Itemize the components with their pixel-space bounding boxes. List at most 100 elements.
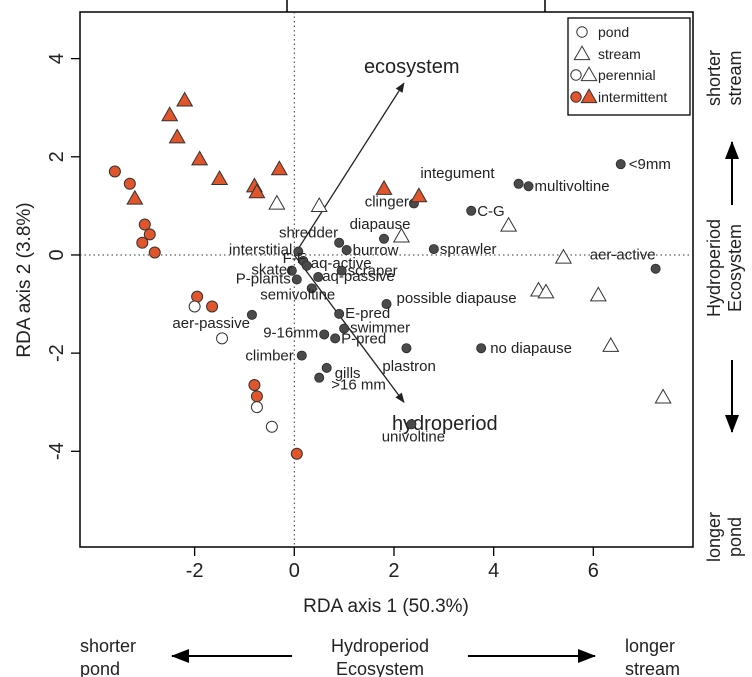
bottom-left-line1: shorter	[80, 636, 136, 656]
trait-label: E-pred	[345, 305, 390, 322]
site-intermittent-stream	[375, 179, 393, 195]
vector-label: ecosystem	[364, 56, 460, 78]
trait-label: burrow	[353, 242, 399, 259]
site-intermittent-pond	[123, 177, 136, 190]
trait-label: multivoltine	[535, 178, 610, 195]
right-middle-line1: Hydroperiod	[704, 219, 724, 317]
legend-label: pond	[598, 24, 629, 40]
trait-point	[381, 299, 392, 310]
site-intermittent-pond	[206, 300, 219, 313]
site-intermittent-stream	[168, 128, 186, 144]
environment-vectors: ecosystem hydroperiod	[293, 56, 498, 435]
trait-point	[466, 205, 477, 216]
trait-label: P-plants	[236, 271, 291, 288]
trait-point	[296, 350, 307, 361]
trait-point	[406, 419, 417, 430]
trait-point	[341, 245, 352, 256]
trait-label: integument	[420, 165, 495, 182]
trait-point	[379, 233, 390, 244]
trait-label: diapause	[350, 216, 411, 233]
trait-label: univoltine	[382, 428, 445, 445]
site-perennial-pond	[265, 420, 278, 433]
right-top-line1: shorter	[704, 50, 724, 106]
legend-triangle-icon	[573, 45, 591, 61]
legend-triangle-icon	[580, 88, 598, 104]
trait-point	[301, 260, 312, 271]
trait-label: no diapause	[490, 340, 572, 357]
bottom-middle-line2: Ecosystem	[336, 659, 424, 677]
x-tick-label: 4	[488, 560, 499, 582]
trait-label: 9-16mm	[263, 324, 318, 341]
trait-label: <9mm	[629, 156, 671, 173]
bottom-right-line2: stream	[625, 659, 680, 677]
trait-label: aq-passive	[322, 268, 395, 285]
trait-point	[313, 272, 324, 283]
legend-circle-icon	[570, 91, 582, 103]
trait-point	[306, 283, 317, 294]
site-perennial-stream	[537, 283, 555, 299]
trait-point	[321, 362, 332, 373]
trait-point	[246, 309, 257, 320]
y-tick-label: 4	[46, 53, 68, 64]
legend-label: intermittent	[598, 89, 667, 105]
right-top-line2: stream	[725, 50, 745, 105]
plot-frame	[79, 11, 694, 548]
site-perennial-stream	[554, 248, 572, 264]
trait-point	[339, 323, 350, 334]
legend-triangle-icon	[580, 66, 598, 82]
x-tick-label: 2	[388, 560, 399, 582]
trait-label: >16 mm	[331, 377, 386, 394]
site-intermittent-pond	[138, 218, 151, 231]
x-tick-label: -2	[186, 560, 204, 582]
trait-label: plastron	[382, 358, 435, 375]
trait-label: interstitial	[229, 242, 292, 259]
trait-label: semivoltine	[260, 286, 335, 303]
trait-point	[650, 263, 661, 274]
trait-label: scraper	[348, 263, 398, 280]
legend-label: stream	[598, 46, 641, 62]
trait-point	[334, 308, 345, 319]
site-points	[108, 91, 672, 460]
site-perennial-stream	[500, 216, 518, 232]
y-tick-label: 0	[46, 249, 68, 260]
site-intermittent-pond	[108, 165, 121, 178]
site-intermittent-stream	[176, 91, 194, 107]
site-intermittent-pond	[250, 390, 263, 403]
trait-label: sprawler	[440, 241, 497, 258]
trait-point	[286, 265, 297, 276]
site-perennial-pond	[188, 300, 201, 313]
bottom-left-line2: pond	[80, 659, 120, 677]
right-bottom-line2: pond	[725, 517, 745, 557]
legend-circle-icon	[576, 26, 588, 38]
site-intermittent-pond	[290, 447, 303, 460]
site-intermittent-pond	[248, 379, 261, 392]
site-perennial-pond	[250, 401, 263, 414]
trait-point	[314, 372, 325, 383]
site-intermittent-stream	[248, 183, 266, 199]
right-middle-line2: Ecosystem	[725, 224, 745, 312]
trait-point	[334, 237, 345, 248]
trait-label: aq-active	[311, 255, 372, 272]
trait-label: possible diapause	[397, 290, 517, 307]
site-perennial-stream	[589, 286, 607, 302]
bottom-right-line1: longer	[625, 636, 675, 656]
trait-point	[428, 244, 439, 255]
x-axis-title: RDA axis 1 (50.3%)	[303, 596, 469, 617]
trait-label: skater	[251, 262, 292, 279]
trait-point	[330, 333, 341, 344]
x-axis: -2 0 2 4 6	[186, 547, 599, 582]
trait-points: <9mm integument multivoltine C-G clinger diap…	[172, 156, 670, 445]
y-axis-title: RDA axis 2 (3.8%)	[14, 202, 35, 357]
site-perennial-stream	[310, 197, 328, 213]
trait-label: clinger	[365, 193, 409, 210]
trait-point	[319, 329, 330, 340]
site-perennial-stream	[268, 194, 286, 210]
trait-point	[401, 343, 412, 354]
trait-point	[336, 265, 347, 276]
vector-ecosystem	[293, 82, 405, 256]
legend-circle-icon	[570, 69, 582, 81]
trait-label: F-F	[283, 250, 306, 267]
site-intermittent-pond	[191, 290, 204, 303]
y-tick-label: -2	[46, 344, 68, 362]
site-intermittent-pond	[143, 228, 156, 241]
